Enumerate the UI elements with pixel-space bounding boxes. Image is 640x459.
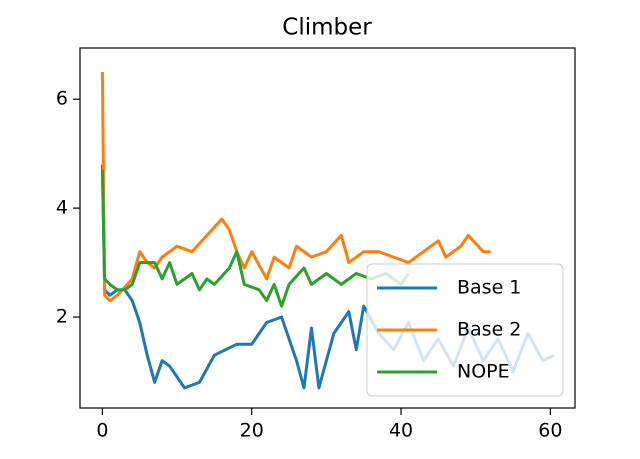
legend-box bbox=[366, 263, 564, 397]
data-line bbox=[100, 71, 491, 303]
legend-label: Base 2 bbox=[457, 319, 521, 341]
x-tick-label: 20 bbox=[240, 420, 264, 442]
legend-label: Base 1 bbox=[457, 277, 521, 299]
y-tick-label: 4 bbox=[56, 197, 68, 219]
data-line bbox=[100, 169, 410, 308]
y-tick-label: 6 bbox=[56, 88, 68, 110]
x-tick-label: 60 bbox=[538, 420, 562, 442]
legend-label: NOPE bbox=[457, 361, 510, 383]
chart-title: Climber bbox=[282, 15, 372, 41]
x-tick-label: 0 bbox=[96, 420, 108, 442]
plot-frame bbox=[79, 47, 576, 409]
x-tick-label: 40 bbox=[389, 420, 413, 442]
y-tick-label: 2 bbox=[56, 306, 68, 328]
